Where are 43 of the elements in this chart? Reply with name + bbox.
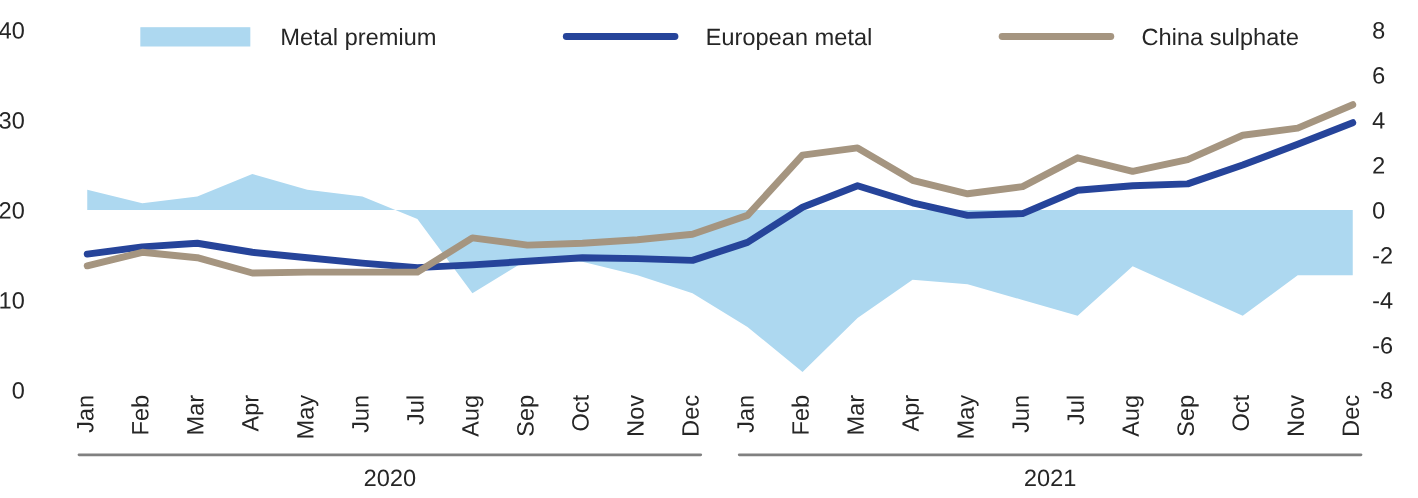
x-tick-label: Jan	[77, 396, 94, 433]
x-tick-label: Aug	[462, 396, 484, 437]
y2-tick-label: 2	[1373, 157, 1385, 174]
y-tick-label: 0	[12, 382, 24, 399]
x-tick-label: May	[957, 394, 979, 438]
x-tick-label: Nov	[627, 394, 644, 435]
x-tick-label: Jan	[737, 396, 754, 433]
y2-tick-label: -8	[1373, 382, 1393, 399]
x-tick-label: Dec	[1342, 395, 1360, 435]
x-tick-label: Jun	[1012, 396, 1029, 433]
y-tick-label: 30	[0, 112, 24, 129]
x-tick-label: Feb	[131, 395, 149, 434]
y2-tick-label: 6	[1373, 67, 1385, 84]
x-tick-label: Jun	[352, 396, 369, 433]
legend-label: European metal	[707, 27, 871, 50]
x-tick-label: Mar	[187, 395, 204, 434]
y2-tick-label: -2	[1373, 247, 1392, 264]
y-tick-label: 20	[0, 202, 24, 219]
text: 2021	[1025, 469, 1076, 487]
x-tick-label: Nov	[1287, 394, 1305, 435]
x-tick-label: Feb	[791, 395, 809, 434]
y-tick-label: 10	[0, 292, 24, 309]
legend-label: China sulphate	[1142, 27, 1298, 50]
x-tick-label: Dec	[682, 395, 699, 435]
legend-label: Metal premium	[282, 27, 435, 50]
x-tick-label: Sep	[517, 395, 539, 436]
y2-tick-label: 8	[1373, 22, 1385, 39]
x-tick-label: Jul	[1066, 396, 1084, 425]
y2-tick-label: 0	[1373, 202, 1385, 219]
text: 2020	[364, 469, 416, 487]
x-tick-label: Apr	[902, 395, 924, 432]
x-tick-label: Aug	[1122, 396, 1144, 437]
y2-tick-label: -6	[1373, 337, 1393, 354]
x-tick-label: Apr	[242, 395, 264, 432]
x-tick-label: Mar	[847, 395, 864, 434]
x-tick-label: Sep	[1177, 395, 1199, 436]
x-tick-label: Oct	[1232, 395, 1250, 431]
x-tick-label: Oct	[572, 395, 589, 431]
y2-tick-label: -4	[1373, 292, 1393, 309]
y2-tick-label: 4	[1372, 112, 1385, 129]
x-tick-label: Jul	[406, 396, 424, 425]
y-tick-label: 40	[0, 22, 24, 39]
x-tick-label: May	[297, 394, 319, 438]
